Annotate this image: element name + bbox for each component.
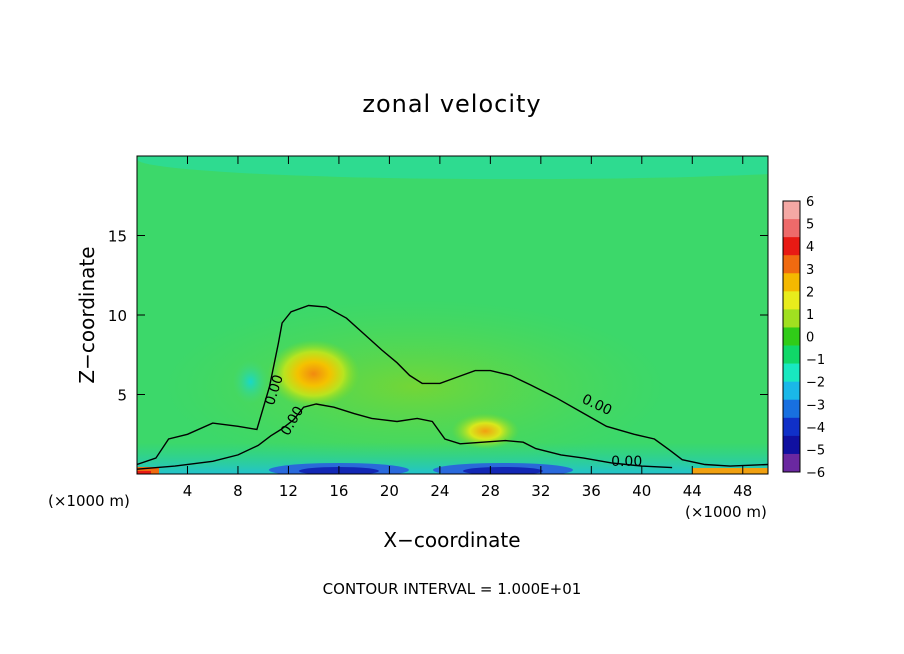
x-axis: 4 8 12 16 20 24 28 32 36 40 44 48 <box>183 156 752 500</box>
y-tick-label: 15 <box>108 228 127 246</box>
x-tick-label: 8 <box>233 482 243 500</box>
colorbar: 6 5 4 3 2 1 0 −1 −2 −3 −4 −5 −6 <box>782 195 825 481</box>
x-tick-label: 28 <box>481 482 500 500</box>
colorbar-swatch <box>783 291 800 310</box>
velocity-field <box>137 156 768 474</box>
contour-zero-inner <box>137 403 673 470</box>
colorbar-swatch <box>783 399 800 419</box>
chart-title: zonal velocity <box>362 90 541 118</box>
colorbar-swatch <box>783 453 800 473</box>
colorbar-swatch <box>783 381 800 401</box>
field-surface-positive <box>137 467 159 474</box>
contour-label: 0.00 <box>611 454 642 470</box>
colorbar-label: −3 <box>806 398 825 413</box>
colorbar-label: −6 <box>806 466 825 481</box>
colorbar-swatch <box>783 309 800 328</box>
colorbar-swatch <box>783 237 800 256</box>
colorbar-label: 0 <box>806 331 814 346</box>
x-tick-label: 4 <box>183 482 193 500</box>
field-positive-region <box>162 299 668 474</box>
x-tick-label: 48 <box>733 482 752 500</box>
y-tick-label: 10 <box>108 307 127 325</box>
x-tick-label: 40 <box>632 482 651 500</box>
field-secondary-max <box>451 413 520 450</box>
colorbar-label: −5 <box>806 443 825 458</box>
x-tick-label: 44 <box>683 482 702 500</box>
colorbar-label: 3 <box>806 263 814 278</box>
field-surface-positive-core <box>137 471 151 474</box>
colorbar-label: 5 <box>806 218 814 233</box>
contour-zero-outer <box>137 304 768 467</box>
field-upper-band <box>137 156 768 180</box>
field-surface-negative-core <box>462 467 543 474</box>
colorbar-swatch <box>783 201 800 220</box>
colorbar-swatch <box>783 417 800 437</box>
field-surface-positive-right <box>692 468 768 474</box>
y-tick-label: 5 <box>117 387 127 405</box>
colorbar-label: −4 <box>806 421 825 436</box>
colorbar-swatch <box>783 363 800 382</box>
x-tick-label: 16 <box>329 482 348 500</box>
colorbar-label: 6 <box>806 195 814 210</box>
x-tick-label: 32 <box>531 482 550 500</box>
x-unit-left: (×1000 m) <box>48 492 130 510</box>
colorbar-label: −1 <box>806 353 825 368</box>
x-axis-label: X−coordinate <box>383 528 520 552</box>
x-tick-label: 20 <box>380 482 399 500</box>
colorbar-swatch <box>783 327 800 346</box>
colorbar-swatch <box>783 345 800 364</box>
colorbar-label: 1 <box>806 308 814 323</box>
colorbar-frame <box>782 200 801 473</box>
colorbar-swatch <box>783 435 800 455</box>
x-tick-label: 12 <box>279 482 298 500</box>
x-tick-label: 24 <box>430 482 449 500</box>
field-jet-core <box>267 339 360 408</box>
colorbar-label: 2 <box>806 285 814 300</box>
colorbar-swatch <box>783 219 800 238</box>
x-tick-label: 36 <box>582 482 601 500</box>
y-axis: 5 10 15 <box>108 228 768 405</box>
colorbar-label: 4 <box>806 240 814 255</box>
colorbar-swatch <box>783 273 800 292</box>
contour-interval-note: CONTOUR INTERVAL = 1.000E+01 <box>323 580 582 598</box>
field-negative-pocket <box>232 359 269 404</box>
y-axis-label: Z−coordinate <box>75 246 99 383</box>
colorbar-label: −2 <box>806 376 825 391</box>
colorbar-swatch <box>783 255 800 274</box>
x-unit-right: (×1000 m) <box>685 503 767 521</box>
